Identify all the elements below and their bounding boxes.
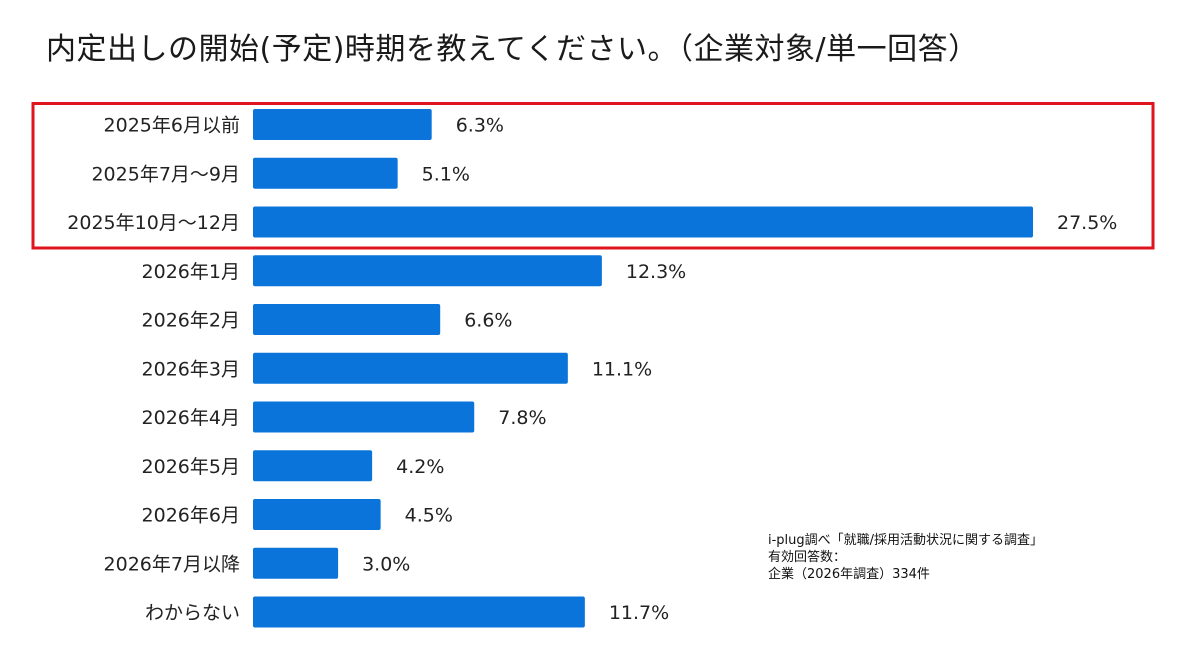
category-label-7: 2026年5月 bbox=[142, 456, 240, 478]
value-label-2: 27.5% bbox=[1057, 212, 1117, 234]
category-label-9: 2026年7月以降 bbox=[104, 553, 240, 575]
value-label-0: 6.3% bbox=[456, 115, 504, 137]
value-label-6: 7.8% bbox=[498, 407, 546, 429]
chart-title: 内定出しの開始(予定)時期を教えてください。（企業対象/単一回答） bbox=[46, 32, 979, 67]
source-note: i-plug調べ「就職/採用活動状況に関する調査」 有効回答数： 企業（2026… bbox=[768, 532, 1043, 583]
bar-1 bbox=[253, 157, 398, 189]
value-label-9: 3.0% bbox=[362, 553, 410, 575]
category-label-3: 2026年1月 bbox=[142, 261, 240, 283]
value-label-3: 12.3% bbox=[626, 261, 686, 283]
value-label-1: 5.1% bbox=[422, 163, 470, 185]
category-label-1: 2025年7月～9月 bbox=[91, 163, 240, 185]
value-label-7: 4.2% bbox=[396, 456, 444, 478]
bar-3 bbox=[253, 255, 602, 287]
bar-2 bbox=[253, 206, 1033, 238]
bar-4 bbox=[253, 304, 441, 335]
source-line-3: 企業（2026年調査）334件 bbox=[768, 567, 930, 582]
bar-5 bbox=[253, 352, 568, 384]
source-line-2: 有効回答数： bbox=[768, 550, 847, 565]
value-label-8: 4.5% bbox=[405, 505, 453, 527]
category-label-2: 2025年10月～12月 bbox=[67, 212, 240, 234]
bar-9 bbox=[253, 547, 339, 579]
category-label-5: 2026年3月 bbox=[142, 358, 240, 380]
value-label-4: 6.6% bbox=[464, 310, 512, 332]
bar-0 bbox=[253, 109, 432, 140]
category-label-10: わからない bbox=[145, 602, 240, 624]
bar-6 bbox=[253, 401, 475, 433]
value-label-10: 11.7% bbox=[609, 602, 669, 624]
source-line-1: i-plug調べ「就職/採用活動状況に関する調査」 bbox=[768, 533, 1044, 548]
category-label-4: 2026年2月 bbox=[142, 310, 240, 332]
category-label-0: 2025年6月以前 bbox=[104, 115, 240, 137]
value-label-5: 11.1% bbox=[592, 358, 652, 380]
bars-layer bbox=[253, 109, 1033, 628]
bar-10 bbox=[253, 596, 585, 628]
category-label-6: 2026年4月 bbox=[142, 407, 240, 429]
highlight-box bbox=[31, 102, 1155, 250]
category-label-8: 2026年6月 bbox=[142, 505, 240, 527]
labels-layer: 2025年6月以前 6.3% 2025年7月～9月 5.1% 2025年10月～12月 2… bbox=[67, 115, 1117, 625]
bar-7 bbox=[253, 450, 373, 482]
bar-8 bbox=[253, 499, 381, 530]
